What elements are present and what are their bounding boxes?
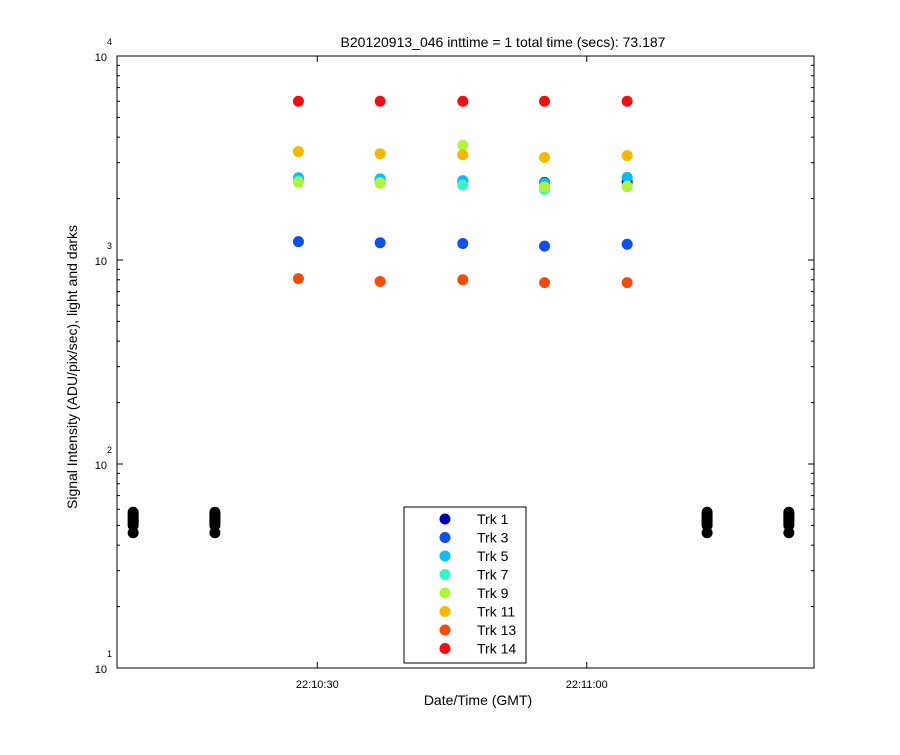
y-tick-label: 10 (95, 256, 107, 268)
point-trk-13 (457, 274, 469, 286)
y-tick-base: 10 (95, 256, 107, 268)
legend-label-trk-13: Trk 13 (477, 622, 516, 638)
legend-label-trk-7: Trk 7 (477, 567, 509, 583)
point-trk-14 (292, 95, 304, 107)
legend-marker-trk-14 (439, 643, 451, 654)
y-tick-label: 10 (95, 664, 107, 676)
legend-label-trk-9: Trk 9 (477, 585, 509, 601)
y-axis-label: Signal Intensity (ADU/pix/sec), light an… (64, 225, 80, 509)
y-tick-label: 10 (95, 460, 107, 472)
point-trk-14 (457, 95, 469, 107)
legend-label-trk-14: Trk 14 (477, 641, 516, 657)
point-trk-11 (292, 146, 304, 158)
point-trk-3 (374, 237, 386, 249)
point-trk-9 (457, 139, 469, 151)
point-trk-13 (621, 277, 633, 289)
legend-marker-trk-9 (439, 587, 451, 599)
y-tick-base: 10 (95, 460, 107, 472)
legend-marker-trk-7 (439, 569, 451, 580)
y-tick-exponent: 1 (107, 649, 112, 659)
point-trk-3 (621, 238, 633, 250)
point-trk-9 (621, 180, 633, 192)
point-trk-14 (374, 95, 386, 107)
point-trk-11 (374, 148, 386, 160)
y-tick-exponent: 2 (107, 445, 112, 455)
dark-point (783, 506, 795, 518)
dark-point (209, 506, 221, 518)
point-trk-13 (374, 275, 386, 287)
point-trk-3 (457, 237, 469, 249)
legend-marker-trk-13 (439, 624, 451, 636)
y-tick-exponent: 4 (107, 37, 112, 47)
point-trk-13 (539, 277, 551, 289)
legend: Trk 1 Trk 3 Trk 5 Trk 7 Trk 9 Trk 11 Trk 13 Trk… (403, 506, 527, 664)
y-tick-base: 10 (95, 664, 107, 676)
legend-label-trk-1: Trk 1 (477, 511, 509, 527)
point-trk-13 (292, 273, 304, 285)
point-trk-11 (621, 150, 633, 162)
legend-label-trk-5: Trk 5 (477, 548, 509, 564)
legend-marker-trk-3 (439, 532, 451, 543)
point-trk-9 (539, 181, 551, 193)
point-trk-9 (374, 177, 386, 189)
legend-marker-trk-11 (439, 606, 451, 617)
dark-point (127, 506, 139, 518)
point-trk-14 (539, 95, 551, 107)
point-trk-9 (292, 176, 304, 188)
legend-box (403, 506, 527, 664)
y-tick-label: 10 (95, 52, 107, 64)
x-axis-label: Date/Time (GMT) (424, 692, 532, 708)
plot-frame (116, 55, 815, 669)
point-trk-3 (539, 240, 551, 252)
point-trk-7 (457, 179, 469, 191)
x-tick-label: 22:10:30 (296, 679, 339, 691)
legend-marker-trk-5 (439, 550, 451, 562)
y-tick-base: 10 (95, 52, 107, 64)
point-trk-5 (621, 171, 633, 183)
point-trk-11 (457, 149, 469, 161)
y-tick-exponent: 3 (107, 241, 112, 251)
point-trk-11 (539, 152, 551, 164)
legend-label-trk-11: Trk 11 (477, 604, 515, 620)
chart-title: B20120913_046 inttime = 1 total time (se… (341, 34, 666, 50)
dark-point (701, 506, 713, 518)
legend-label-trk-3: Trk 3 (477, 530, 509, 546)
legend-marker-trk-1 (439, 513, 451, 525)
x-tick-label: 22:11:00 (566, 679, 608, 691)
point-trk-14 (621, 95, 633, 107)
point-trk-3 (292, 236, 304, 248)
